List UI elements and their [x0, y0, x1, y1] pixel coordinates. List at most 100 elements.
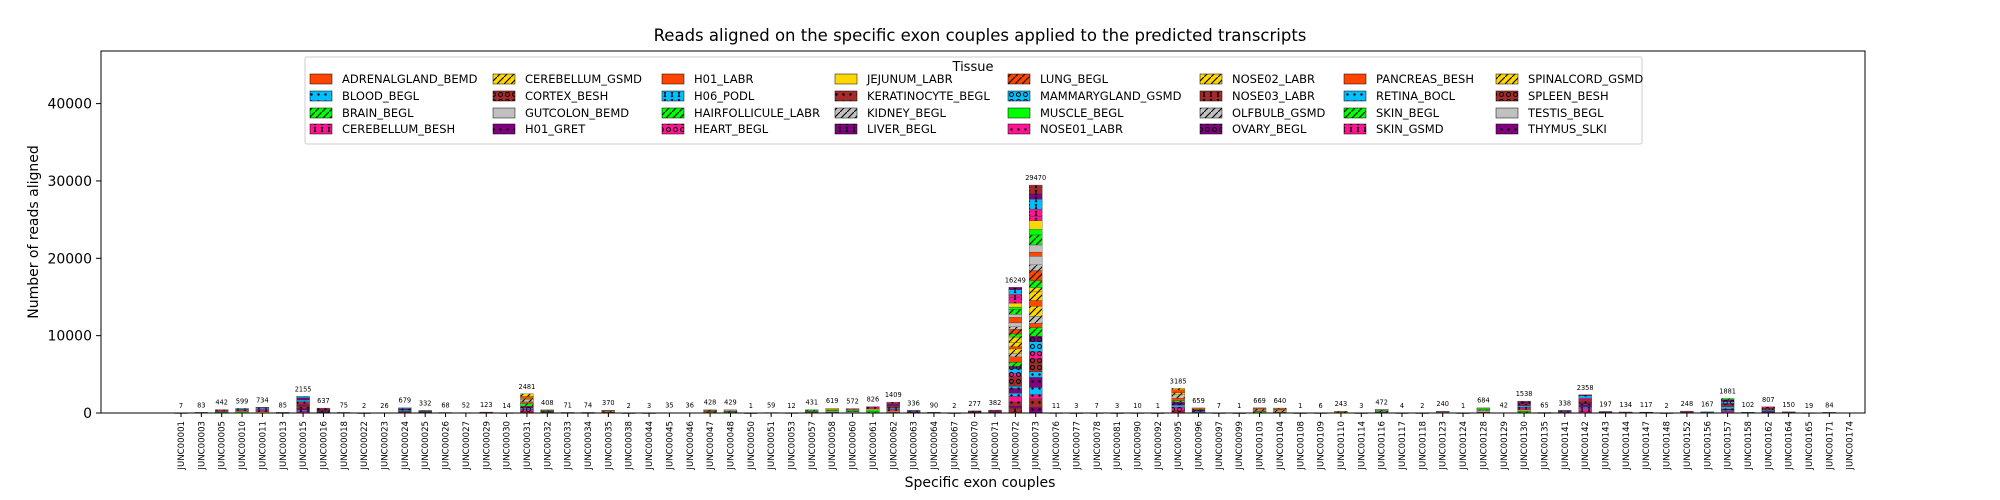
- bar-segment: [1720, 403, 1735, 406]
- bar-segment: [1273, 410, 1287, 413]
- bar-segment: [1029, 264, 1043, 271]
- x-tick-label: JUNC00174: [1846, 421, 1856, 471]
- bar-total-label: 42: [1500, 402, 1508, 410]
- legend-swatch: [1343, 123, 1367, 135]
- bar-group: [1761, 406, 1775, 414]
- legend-swatch: [1007, 73, 1031, 85]
- bar-segment: [1252, 407, 1267, 410]
- x-tick-label: JUNC00038: [625, 421, 635, 471]
- x-tick-label: JUNC00104: [1276, 421, 1286, 471]
- chart-title: Reads aligned on the specific exon coupl…: [654, 26, 1307, 45]
- bar-segment: [1029, 244, 1043, 253]
- bar-segment: [866, 408, 880, 411]
- legend-swatch: [661, 90, 685, 102]
- bar-group: [1008, 287, 1022, 414]
- bar-segment: [1171, 388, 1185, 390]
- bar-segment: [1008, 366, 1022, 369]
- bar-segment: [1700, 411, 1714, 413]
- bar-segment: [520, 403, 534, 407]
- x-tick-label: JUNC00032: [543, 421, 553, 471]
- bar-segment: [723, 409, 738, 411]
- legend-swatch: [492, 107, 516, 119]
- bar-segment: [1029, 256, 1043, 266]
- bar-segment: [866, 407, 880, 410]
- bar-segment: [1008, 356, 1022, 363]
- bar-segment: [1191, 411, 1206, 413]
- bar-total-label: 1: [1461, 402, 1465, 410]
- bar-segment: [520, 398, 534, 400]
- legend-label: HAIRFOLLICULE_LABR: [694, 106, 820, 120]
- x-tick-label: JUNC00077: [1072, 421, 1082, 471]
- legend-item: H06_PODL: [661, 89, 755, 103]
- bar-total-label: 684: [1477, 397, 1490, 405]
- x-tick-label: JUNC00058: [828, 421, 838, 471]
- y-tick-label: 0: [83, 406, 92, 422]
- legend-item: NOSE02_LABR: [1199, 72, 1315, 86]
- legend-item: HAIRFOLLICULE_LABR: [661, 106, 820, 120]
- legend-swatch: [309, 73, 333, 85]
- legend-label: OLFBULB_GSMD: [1232, 106, 1326, 120]
- bar-total-label: 3: [1359, 402, 1363, 410]
- x-tick-label: JUNC00016: [319, 421, 329, 471]
- bar-segment: [1008, 314, 1022, 318]
- bar-total-label: 74: [584, 401, 592, 409]
- bar-segment: [1029, 327, 1043, 337]
- bar-segment: [1171, 406, 1185, 411]
- legend-swatch: [1007, 90, 1031, 102]
- x-tick-label: JUNC00071: [991, 421, 1001, 471]
- legend-swatch: [1495, 107, 1519, 119]
- legend-label: SPLEEN_BESH: [1528, 89, 1609, 103]
- bar-total-label: 65: [1540, 401, 1548, 409]
- bar-total-label: 36: [686, 402, 694, 410]
- bar-segment: [1476, 408, 1491, 410]
- y-tick-label: 40000: [47, 97, 92, 113]
- bar-segment: [1008, 294, 1022, 298]
- x-tick-label: JUNC00048: [726, 421, 736, 471]
- x-tick-label: JUNC00143: [1602, 421, 1612, 471]
- x-tick-label: JUNC00001: [177, 421, 187, 471]
- legend-swatch: [834, 123, 858, 135]
- x-tick-label: JUNC00141: [1561, 421, 1571, 471]
- bar-total-label: 734: [256, 396, 269, 404]
- legend-swatch: [1343, 90, 1367, 102]
- x-tick-label: JUNC00023: [381, 421, 391, 471]
- bar-segment: [398, 407, 412, 409]
- bar-segment: [1517, 401, 1531, 404]
- bar-segment: [1008, 405, 1022, 409]
- bar-segment: [1008, 376, 1022, 383]
- bar-segment: [1029, 270, 1043, 281]
- legend-label: OVARY_BEGL: [1232, 122, 1307, 136]
- bar-total-label: 123: [480, 401, 493, 409]
- bar-total-label: 3: [647, 402, 651, 410]
- bar-segment: [886, 409, 900, 412]
- bar-total-label: 408: [541, 399, 554, 407]
- bar-segment: [1029, 184, 1043, 194]
- bar-total-label: 90: [930, 401, 938, 409]
- x-tick-label: JUNC00003: [197, 421, 207, 471]
- bar-segment: [1029, 291, 1043, 301]
- bar-group: [988, 409, 1002, 414]
- bar-total-label: 248: [1681, 400, 1694, 408]
- legend-label: BLOOD_BEGL: [342, 89, 420, 103]
- bar-total-label: 35: [665, 402, 673, 410]
- legend-label: KIDNEY_BEGL: [867, 106, 946, 120]
- bar-segment: [1191, 407, 1206, 410]
- bar-segment: [886, 401, 900, 404]
- x-tick-label: JUNC00171: [1825, 421, 1835, 471]
- legend-label: RETINA_BOCL: [1376, 89, 1456, 103]
- x-tick-label: JUNC00148: [1663, 421, 1673, 471]
- legend-swatch: [1495, 90, 1519, 102]
- bar-total-label: 1: [749, 402, 753, 410]
- legend-item: BLOOD_BEGL: [309, 89, 420, 103]
- legend-item: LUNG_BEGL: [1007, 72, 1109, 86]
- bar-segment: [1029, 323, 1043, 328]
- legend-swatch: [834, 90, 858, 102]
- bar-segment: [1008, 373, 1022, 377]
- bar-segment: [1191, 409, 1206, 412]
- bar-segment: [1029, 229, 1043, 236]
- bar-segment: [296, 405, 310, 409]
- bar-total-label: 10: [1133, 402, 1141, 410]
- bar-segment: [1029, 371, 1043, 378]
- bar-segment: [845, 408, 860, 410]
- bar-segment: [520, 407, 534, 410]
